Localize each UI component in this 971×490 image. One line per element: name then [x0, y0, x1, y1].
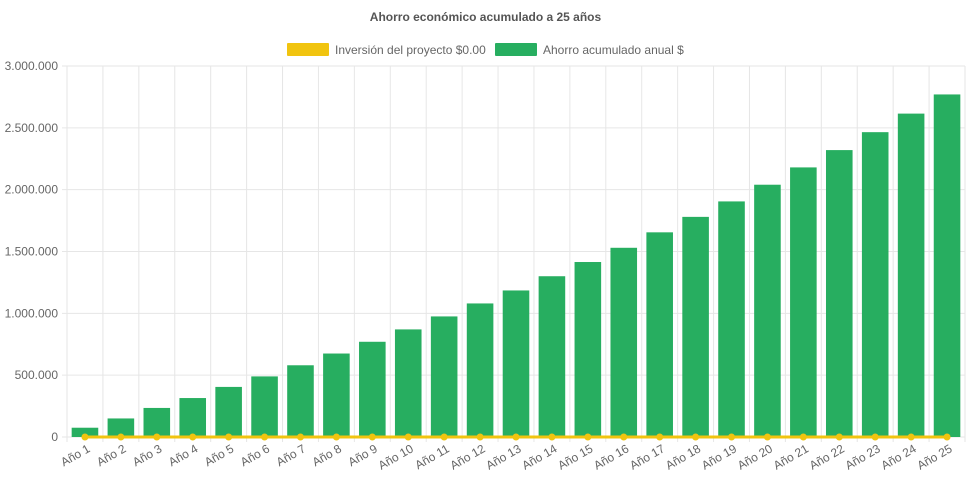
bar	[718, 201, 745, 437]
x-tick-label: Año 24	[879, 441, 919, 472]
legend-item-savings[interactable]: Ahorro acumulado anual $	[495, 43, 684, 57]
bar	[179, 398, 207, 437]
bar	[610, 247, 638, 437]
y-tick-label: 2.500.000	[5, 121, 59, 135]
bar	[574, 262, 602, 437]
y-tick-label: 500.000	[15, 368, 59, 382]
x-tick-label: Año 10	[376, 441, 416, 472]
legend-item-investment[interactable]: Inversión del proyecto $0.00	[287, 43, 486, 57]
investment-point	[835, 433, 843, 441]
bar	[107, 418, 135, 437]
x-tick-label: Año 11	[412, 441, 451, 472]
x-tick-label: Año 1	[58, 441, 92, 469]
y-tick-label: 1.500.000	[5, 245, 59, 259]
x-tick-label: Año 23	[843, 441, 883, 472]
bar	[502, 290, 530, 437]
x-tick-label: Año 8	[310, 441, 344, 469]
investment-point	[512, 433, 520, 441]
bar	[215, 386, 242, 437]
x-tick-label: Año 15	[555, 441, 595, 472]
x-tick-label: Año 12	[448, 441, 488, 472]
investment-point	[117, 433, 125, 441]
x-tick-label: Año 17	[627, 441, 667, 472]
x-tick-label: Año 4	[166, 441, 200, 469]
investment-point	[548, 433, 556, 441]
bar	[682, 216, 709, 437]
x-tick-label: Año 5	[202, 441, 236, 469]
bar	[359, 341, 386, 437]
y-tick-label: 0	[51, 430, 58, 444]
bar	[466, 303, 494, 437]
investment-point	[584, 433, 592, 441]
investment-point	[656, 433, 664, 441]
investment-point	[692, 433, 700, 441]
x-tick-label: Año 19	[699, 441, 739, 472]
investment-point	[728, 433, 736, 441]
x-tick-label: Año 6	[238, 441, 272, 469]
bar	[861, 132, 889, 437]
x-tick-label: Año 2	[94, 441, 128, 469]
grid	[62, 65, 966, 442]
investment-point	[225, 433, 233, 441]
investment-point	[440, 433, 448, 441]
investment-point	[189, 433, 197, 441]
x-tick-label: Año 14	[519, 441, 559, 472]
investment-point	[81, 433, 89, 441]
legend-swatch-investment	[287, 43, 329, 56]
y-tick-label: 3.000.000	[5, 59, 59, 73]
bar	[287, 365, 314, 437]
legend[interactable]: Inversión del proyecto $0.00 Ahorro acum…	[287, 43, 684, 57]
investment-point	[296, 433, 304, 441]
legend-label-investment: Inversión del proyecto $0.00	[335, 43, 486, 57]
bar	[143, 407, 171, 437]
investment-point	[763, 433, 771, 441]
chart-title: Ahorro económico acumulado a 25 años	[370, 10, 602, 24]
y-tick-label: 2.000.000	[5, 183, 59, 197]
investment-point	[153, 433, 161, 441]
bar	[71, 427, 99, 437]
bar	[825, 150, 853, 438]
x-axis: Año 1 Año 2 Año 3 Año 4 Año 5 Año 6 Año 7 Año 8…	[58, 441, 955, 472]
investment-point	[907, 433, 915, 441]
bar	[394, 329, 422, 437]
x-tick-label: Año 20	[735, 441, 775, 472]
legend-swatch-savings	[495, 43, 537, 56]
investment-point	[332, 433, 340, 441]
bar	[323, 353, 350, 437]
x-tick-label: Año 13	[484, 441, 524, 472]
x-tick-label: Año 25	[915, 441, 955, 472]
bar	[754, 184, 781, 437]
bar	[646, 232, 673, 437]
y-axis: 0 500.000 1.000.000 1.500.000 2.000.000 2.500…	[5, 59, 59, 444]
y-tick-label: 1.000.000	[5, 306, 59, 320]
investment-point	[799, 433, 807, 441]
bar	[790, 167, 817, 437]
legend-label-savings: Ahorro acumulado anual $	[543, 43, 684, 57]
x-tick-label: Año 7	[274, 441, 308, 469]
bar	[430, 316, 458, 437]
investment-point	[476, 433, 484, 441]
bar	[251, 376, 278, 437]
investment-point	[871, 433, 879, 441]
investment-point	[368, 433, 376, 441]
bar	[538, 276, 566, 437]
investment-point	[943, 433, 951, 441]
bar	[933, 94, 961, 438]
investment-point	[620, 433, 628, 441]
x-tick-label: Año 3	[130, 441, 164, 469]
x-tick-label: Año 18	[663, 441, 703, 472]
x-tick-label: Año 21	[771, 441, 811, 472]
line-layer	[81, 433, 951, 441]
bars	[71, 94, 961, 438]
x-tick-label: Año 22	[807, 441, 847, 472]
x-tick-label: Año 9	[346, 441, 380, 469]
bar	[897, 113, 925, 437]
x-tick-label: Año 16	[591, 441, 631, 472]
investment-point	[404, 433, 412, 441]
investment-point	[261, 433, 269, 441]
